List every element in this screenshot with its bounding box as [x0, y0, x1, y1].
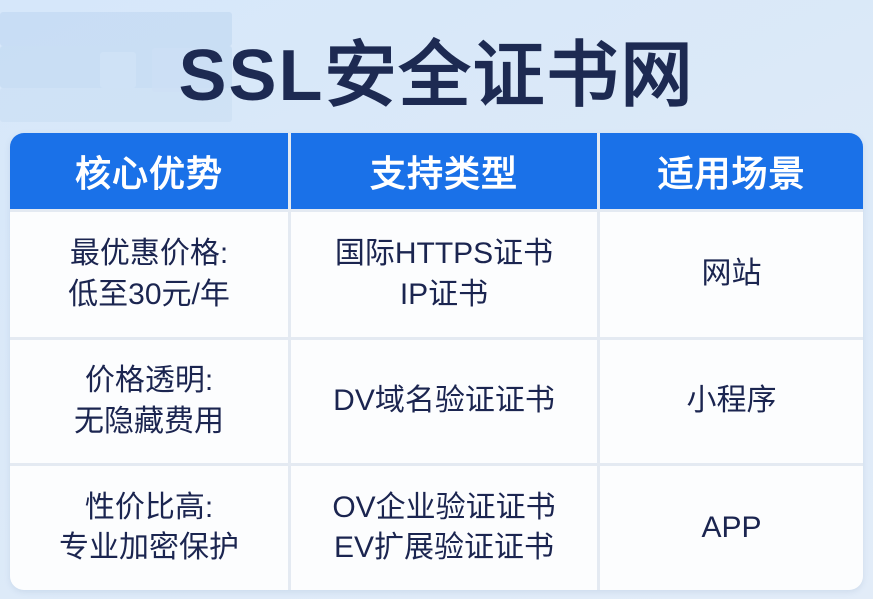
- type-line: IP证书: [399, 277, 489, 311]
- ghost-watermark-block: [152, 48, 210, 92]
- type-line: DV域名验证证书: [333, 384, 555, 418]
- advantage-line: 无隐藏费用: [74, 404, 224, 438]
- cell-row2-advantage: 价格透明: 无隐藏费用: [10, 340, 288, 463]
- cell-row1-types: 国际HTTPS证书 IP证书: [291, 212, 597, 337]
- certificate-comparison-table: 核心优势 支持类型 适用场景 最优惠价格: 低至30元/年 国际HTTPS证书 …: [10, 133, 863, 590]
- advantage-line: 性价比高:: [84, 490, 214, 524]
- cell-row3-scenario: APP: [600, 466, 863, 590]
- cell-row1-scenario: 网站: [600, 212, 863, 337]
- advantage-line: 价格透明:: [84, 364, 214, 397]
- scenario-label: 网站: [701, 257, 762, 291]
- ghost-watermark-block: [0, 88, 232, 122]
- cell-row3-advantage: 性价比高: 专业加密保护: [10, 466, 288, 590]
- cell-row2-types: DV域名验证证书: [291, 340, 597, 463]
- type-line: 国际HTTPS证书: [334, 237, 554, 270]
- ghost-watermark-block: [0, 12, 232, 46]
- ghost-watermark-block: [100, 52, 136, 88]
- column-header-use-cases: 适用场景: [600, 133, 863, 209]
- advantage-line: 低至30元/年: [68, 277, 230, 311]
- column-header-supported-types: 支持类型: [291, 133, 597, 209]
- type-line: OV企业验证证书: [332, 490, 556, 524]
- column-header-core-advantages: 核心优势: [10, 133, 288, 209]
- scenario-label: APP: [701, 510, 762, 544]
- scenario-label: 小程序: [686, 384, 777, 418]
- advantage-line: 专业加密保护: [59, 531, 239, 564]
- cell-row2-scenario: 小程序: [600, 340, 863, 463]
- page-title: SSL安全证书网: [178, 36, 695, 116]
- cell-row3-types: OV企业验证证书 EV扩展验证证书: [291, 466, 597, 590]
- type-line: EV扩展验证证书: [333, 531, 555, 564]
- cell-row1-advantage: 最优惠价格: 低至30元/年: [10, 212, 288, 337]
- advantage-line: 最优惠价格:: [69, 237, 229, 270]
